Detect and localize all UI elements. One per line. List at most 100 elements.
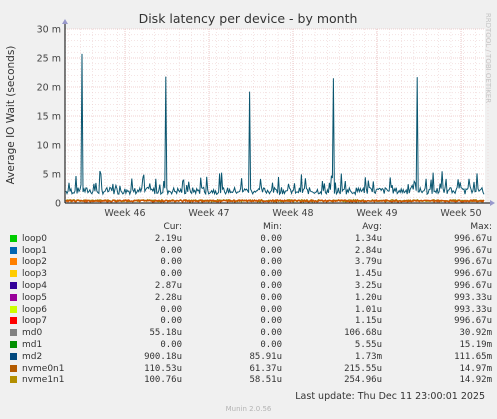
legend-min-value: 0.00 [260, 328, 282, 339]
legend-cur-value: 100.76u [144, 375, 182, 386]
legend-swatch [10, 317, 17, 325]
legend-swatch [10, 305, 17, 313]
legend-series-name: loop5 [22, 292, 47, 303]
legend-max-value: 30.92m [459, 328, 492, 339]
legend-row: loop4 2.87u 0.00 3.25u 996.67u [8, 281, 492, 293]
legend-swatch [10, 281, 17, 289]
legend-series-name: nvme0n1 [22, 363, 65, 374]
legend-max-value: 996.67u [454, 257, 492, 268]
y-tick-label: 25 m [37, 54, 61, 65]
legend-max-value: 14.92m [459, 375, 492, 386]
legend-cur-value: 900.18u [144, 351, 182, 362]
legend-cur-value: 0.00 [160, 245, 182, 256]
legend-series-name: loop0 [22, 233, 47, 244]
series-line-nvme0n1 [65, 198, 485, 204]
legend-max-value: 996.67u [454, 316, 492, 327]
y-tick-label: 0 [55, 199, 61, 210]
legend-series-name: md0 [22, 328, 43, 339]
legend-cur-value: 0.00 [160, 304, 182, 315]
y-tick-label: 10 m [37, 141, 61, 152]
x-tick-label: Week 46 [104, 208, 145, 219]
y-tick-label: 20 m [37, 83, 61, 94]
legend-series-name: loop6 [22, 304, 47, 315]
legend-avg-value: 1.45u [354, 269, 382, 280]
legend-header-min: Min: [262, 222, 282, 232]
legend-table: Cur: Min: Avg: Max: loop0 2.19u 0.00 1.34u 9… [8, 222, 492, 387]
grid [65, 28, 489, 203]
legend-max-value: 14.97m [459, 363, 492, 374]
legend-max-value: 15.19m [459, 339, 492, 350]
legend-cur-value: 55.18u [149, 328, 182, 339]
legend-row: loop2 0.00 0.00 3.79u 996.67u [8, 257, 492, 269]
legend-avg-value: 3.79u [354, 257, 382, 268]
x-tick-label: Week 48 [272, 208, 313, 219]
series-group [65, 53, 485, 204]
legend-swatch [10, 352, 17, 360]
legend-min-value: 0.00 [260, 304, 282, 315]
legend-swatch [10, 340, 17, 348]
legend-row: md0 55.18u 0.00 106.68u 30.92m [8, 328, 492, 340]
legend-series-name: md2 [22, 351, 43, 362]
legend-swatch [10, 258, 17, 266]
munin-version-text: Munin 2.0.56 [225, 405, 272, 413]
y-tick-label: 15 m [37, 112, 61, 123]
x-tick-label: Week 50 [440, 208, 481, 219]
legend-avg-value: 106.68u [344, 328, 382, 339]
legend-cur-value: 0.00 [160, 257, 182, 268]
legend-cur-value: 0.00 [160, 316, 182, 327]
x-axis-arrow [490, 200, 495, 206]
legend-series-name: loop1 [22, 245, 47, 256]
legend-header-max: Max: [470, 222, 492, 232]
legend-series-name: loop7 [22, 316, 47, 327]
axes: 0 5 m 10 m 15 m 20 m 25 m 30 m Week 46 Week 47 We… [37, 19, 495, 219]
legend-max-value: 993.33u [454, 292, 492, 303]
legend-series-name: loop4 [22, 280, 47, 291]
legend-avg-value: 1.01u [354, 304, 382, 315]
legend-row: nvme1n1 100.76u 58.51u 254.96u 14.92m [8, 375, 492, 387]
legend-swatch [10, 293, 17, 301]
legend-row: loop7 0.00 0.00 1.15u 996.67u [8, 316, 492, 328]
legend-row: loop3 0.00 0.00 1.45u 996.67u [8, 269, 492, 281]
legend-min-value: 58.51u [249, 375, 282, 386]
legend-swatch [10, 329, 17, 337]
legend-min-value: 0.00 [260, 339, 282, 350]
y-axis-arrow [62, 19, 68, 24]
chart-title: Disk latency per device - by month [139, 11, 358, 26]
legend-max-value: 996.67u [454, 245, 492, 256]
legend-cur-value: 0.00 [160, 269, 182, 280]
chart: Disk latency per device - by month Avera… [5, 11, 495, 219]
legend-avg-value: 3.25u [354, 280, 382, 291]
legend-avg-value: 254.96u [344, 375, 382, 386]
legend-cur-value: 2.19u [154, 233, 182, 244]
y-tick-label: 5 m [43, 170, 61, 181]
legend-min-value: 85.91u [249, 351, 282, 362]
legend-cur-value: 110.53u [144, 363, 182, 374]
rrdtool-watermark: RRDTOOL / TOBI OETIKER [484, 13, 492, 103]
legend-header-avg: Avg: [362, 222, 382, 232]
legend-row: md2 900.18u 85.91u 1.73m 111.65m [8, 352, 492, 364]
legend-avg-value: 1.20u [354, 292, 382, 303]
legend-max-value: 993.33u [454, 304, 492, 315]
legend-avg-value: 2.84u [354, 245, 382, 256]
legend-avg-value: 1.15u [354, 316, 382, 327]
legend-swatch [10, 270, 17, 278]
legend-min-value: 0.00 [260, 280, 282, 291]
legend-min-value: 0.00 [260, 245, 282, 256]
legend-swatch [10, 364, 17, 372]
legend-header-row: Cur: Min: Avg: Max: [8, 222, 492, 234]
last-update-text: Last update: Thu Dec 11 23:00:01 2025 [295, 391, 485, 402]
legend-row: loop0 2.19u 0.00 1.34u 996.67u [8, 234, 492, 246]
legend-cur-value: 0.00 [160, 339, 182, 350]
legend-min-value: 61.37u [249, 363, 282, 374]
legend-avg-value: 215.55u [344, 363, 382, 374]
legend-min-value: 0.00 [260, 269, 282, 280]
series-line-md2 [65, 53, 485, 196]
y-axis-label: Average IO Wait (seconds) [5, 46, 17, 185]
legend-series-name: md1 [22, 339, 43, 350]
x-tick-label: Week 49 [356, 208, 397, 219]
legend-row: md1 0.00 0.00 5.55u 15.19m [8, 340, 492, 352]
legend-min-value: 0.00 [260, 257, 282, 268]
legend-cur-value: 2.28u [154, 292, 182, 303]
legend-series-name: nvme1n1 [22, 375, 65, 386]
legend-avg-value: 5.55u [354, 339, 382, 350]
